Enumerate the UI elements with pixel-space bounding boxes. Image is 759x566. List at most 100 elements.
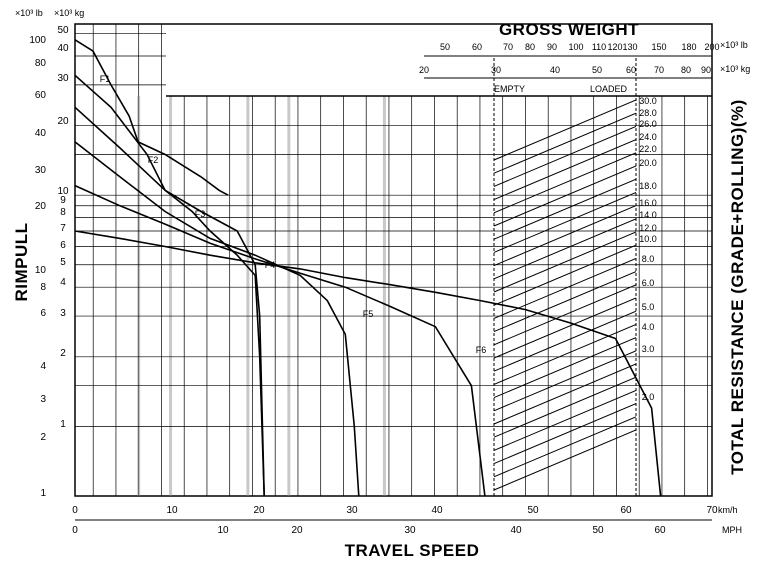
resistance-line <box>493 376 637 438</box>
y-tick-lb: 40 <box>35 128 47 139</box>
resistance-tick: 24.0 <box>639 132 657 142</box>
gw-tick-kg: 40 <box>550 65 560 75</box>
y-tick-lb: 100 <box>29 35 46 46</box>
x-tick-kmh: 40 <box>431 505 443 516</box>
y-tick-kg: 40 <box>57 43 69 54</box>
resistance-tick: 22.0 <box>639 144 657 154</box>
resistance-tick: 2.0 <box>642 392 655 402</box>
y-tick-kg: 50 <box>57 25 69 36</box>
y-tick-kg: 1 <box>60 419 66 430</box>
resistance-tick: 12.0 <box>639 223 657 233</box>
y-tick-kg: 20 <box>57 116 69 127</box>
label-layer: 1008060403020108643215040302010987654321… <box>29 25 719 536</box>
y-tick-kg: 2 <box>60 348 66 359</box>
gw-tick-lb: 200 <box>704 42 719 52</box>
resistance-tick: 8.0 <box>642 254 655 264</box>
gw-tick-kg: 50 <box>592 65 602 75</box>
gw-tick-kg: 90 <box>701 65 711 75</box>
resistance-tick: 28.0 <box>639 108 657 118</box>
gw-tick-lb: 60 <box>472 42 482 52</box>
y-tick-lb: 30 <box>35 165 47 176</box>
y-tick-lb: 3 <box>40 394 46 405</box>
y-tick-lb: 60 <box>35 90 47 101</box>
resistance-line <box>493 244 637 306</box>
curve-label-f2: F2 <box>148 155 159 165</box>
gw-tick-lb: 50 <box>440 42 450 52</box>
y-tick-lb: 20 <box>35 201 47 212</box>
empty-label: EMPTY <box>494 84 525 94</box>
resistance-line <box>493 218 637 280</box>
x-unit-kmh: km/h <box>718 505 738 515</box>
x-tick-kmh: 0 <box>72 505 78 516</box>
resistance-line <box>493 284 637 346</box>
x-axis-title: TRAVEL SPEED <box>345 541 480 560</box>
gw-unit-kg: ×10³ kg <box>720 64 750 74</box>
curve-label-f6: F6 <box>476 345 487 355</box>
x-tick-mph: 0 <box>72 525 78 536</box>
x-tick-mph: 40 <box>510 525 522 536</box>
gw-tick-lb: 90 <box>547 42 557 52</box>
resistance-line <box>493 112 637 174</box>
curve-label-f4: F4 <box>265 260 276 270</box>
resistance-line <box>493 257 637 319</box>
resistance-line <box>493 403 637 465</box>
curve-label-f1: F1 <box>100 74 111 84</box>
curve-layer <box>74 39 662 497</box>
gw-tick-lb: 80 <box>525 42 535 52</box>
resistance-line <box>493 231 637 293</box>
resistance-line <box>493 416 637 478</box>
resistance-line <box>493 297 637 359</box>
y-tick-lb: 4 <box>40 361 46 372</box>
gw-tick-kg: 20 <box>419 65 429 75</box>
resistance-tick: 18.0 <box>639 181 657 191</box>
x-tick-kmh: 70 <box>706 505 718 516</box>
resistance-line <box>493 337 637 399</box>
gw-tick-kg: 70 <box>654 65 664 75</box>
x-tick-mph: 10 <box>217 525 229 536</box>
resistance-line <box>493 99 637 161</box>
loaded-label: LOADED <box>590 84 628 94</box>
resistance-tick: 10.0 <box>639 234 657 244</box>
right-axis-title: TOTAL RESISTANCE (GRADE+ROLLING)(%) <box>728 99 747 475</box>
resistance-tick: 14.0 <box>639 210 657 220</box>
y-tick-kg: 9 <box>60 195 66 206</box>
y-tick-lb: 6 <box>40 308 46 319</box>
resistance-line <box>493 429 637 491</box>
gw-tick-lb: 150 <box>651 42 666 52</box>
gw-tick-kg: 80 <box>681 65 691 75</box>
gw-tick-lb: 120 <box>607 42 622 52</box>
gw-tick-lb: 70 <box>503 42 513 52</box>
plot-frame <box>74 23 713 497</box>
resistance-line <box>493 310 637 372</box>
x-unit-mph: MPH <box>722 525 742 535</box>
gw-unit-lb: ×10³ lb <box>720 40 748 50</box>
y-tick-lb: 80 <box>35 58 47 69</box>
curve-f2 <box>74 74 265 497</box>
y-tick-kg: 30 <box>57 73 69 84</box>
resistance-tick: 6.0 <box>642 278 655 288</box>
curve-f6 <box>74 230 662 497</box>
y-tick-lb: 1 <box>40 488 46 499</box>
resistance-line <box>493 350 637 412</box>
resistance-line <box>493 152 637 214</box>
resistance-line <box>493 165 637 227</box>
y-tick-lb: 10 <box>35 265 47 276</box>
gw-tick-kg: 60 <box>626 65 636 75</box>
gw-tick-lb: 180 <box>681 42 696 52</box>
gw-tick-lb: 130 <box>622 42 637 52</box>
curve-label-f5: F5 <box>363 309 374 319</box>
resistance-tick: 30.0 <box>639 96 657 106</box>
y-tick-kg: 7 <box>60 223 66 234</box>
resistance-line <box>493 323 637 385</box>
x-tick-kmh: 50 <box>527 505 539 516</box>
resistance-tick: 3.0 <box>642 344 655 354</box>
resistance-line <box>493 205 637 267</box>
resistance-line <box>493 271 637 333</box>
y-tick-kg: 10 <box>57 186 69 197</box>
y-tick-lb: 2 <box>40 432 46 443</box>
x-tick-kmh: 60 <box>620 505 632 516</box>
y-tick-kg: 5 <box>60 257 66 268</box>
y-unit-kg: ×10³ kg <box>54 8 84 18</box>
y-tick-kg: 4 <box>60 277 66 288</box>
